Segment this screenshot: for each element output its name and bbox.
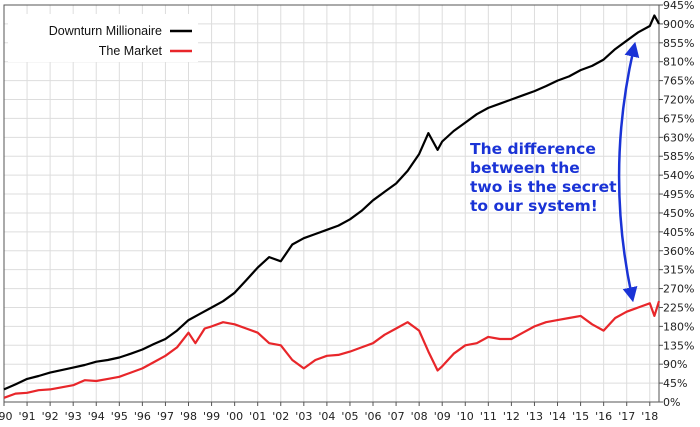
x-tick-label: '00 <box>226 410 243 423</box>
legend-label-1: The Market <box>99 44 163 58</box>
y-tick-label: 225% <box>663 301 694 314</box>
y-tick-label: 45% <box>663 377 687 390</box>
x-tick-label: '16 <box>595 410 612 423</box>
x-tick-label: '91 <box>19 410 36 423</box>
legend: Downturn Millionaire The Market <box>8 14 198 62</box>
x-axis-ticks: '90 '91 '92 '93 '94 '95 '96 '97 '98 '99 '00 '01 '02 '… <box>0 402 658 423</box>
annotation-line-3: to our system! <box>470 197 598 215</box>
x-tick-label: '92 <box>42 410 59 423</box>
x-tick-label: '09 <box>434 410 451 423</box>
legend-label-0: Downturn Millionaire <box>49 24 162 38</box>
x-tick-label: '05 <box>341 410 358 423</box>
x-tick-label: '02 <box>272 410 289 423</box>
x-tick-label: '99 <box>203 410 220 423</box>
x-tick-label: '01 <box>249 410 266 423</box>
y-tick-label: 270% <box>663 283 694 296</box>
series-line-1 <box>3 300 661 399</box>
x-tick-label: '96 <box>134 410 151 423</box>
legend-background <box>8 14 198 62</box>
x-tick-label: '13 <box>526 410 543 423</box>
x-tick-label: '17 <box>618 410 635 423</box>
x-tick-label: '04 <box>318 410 335 423</box>
y-tick-label: 540% <box>663 169 694 182</box>
y-tick-label: 450% <box>663 207 694 220</box>
x-tick-label: '18 <box>641 410 658 423</box>
y-tick-label: 405% <box>663 226 694 239</box>
y-tick-label: 180% <box>663 320 694 333</box>
annotation-line-2: two is the secret <box>470 178 617 196</box>
y-tick-label: 765% <box>663 75 694 88</box>
x-tick-label: '90 <box>0 410 13 423</box>
plot-frame <box>3 4 660 403</box>
y-tick-label: 495% <box>663 188 694 201</box>
y-tick-label: 630% <box>663 131 694 144</box>
y-tick-label: 0% <box>663 396 680 409</box>
y-tick-label: 315% <box>663 264 694 277</box>
double-arrow-icon <box>617 41 640 303</box>
y-tick-label: 585% <box>663 150 694 163</box>
x-tick-label: '93 <box>65 410 82 423</box>
y-tick-label: 90% <box>663 358 687 371</box>
y-axis-ticks: 0% 45% 90% 135% 180% 225% 270% 315% 360% 405% 450%… <box>659 0 694 409</box>
series-line-0 <box>3 14 660 391</box>
x-tick-label: '10 <box>457 410 474 423</box>
y-tick-label: 810% <box>663 56 694 69</box>
x-tick-label: '95 <box>111 410 128 423</box>
annotation-line-1: between the <box>470 159 580 177</box>
y-tick-label: 720% <box>663 94 694 107</box>
y-tick-label: 135% <box>663 339 694 352</box>
x-tick-label: '98 <box>180 410 197 423</box>
x-tick-label: '94 <box>88 410 105 423</box>
x-tick-label: '15 <box>572 410 589 423</box>
x-tick-label: '07 <box>388 410 405 423</box>
x-tick-label: '11 <box>480 410 497 423</box>
annotation-line-0: The difference <box>470 140 596 158</box>
x-tick-label: '97 <box>157 410 174 423</box>
y-tick-label: 900% <box>663 18 694 31</box>
x-tick-label: '03 <box>295 410 312 423</box>
y-tick-label: 855% <box>663 37 694 50</box>
y-tick-label: 360% <box>663 245 694 258</box>
x-tick-label: '12 <box>503 410 520 423</box>
y-tick-label: 675% <box>663 112 694 125</box>
x-tick-label: '14 <box>549 410 566 423</box>
x-tick-label: '08 <box>411 410 428 423</box>
x-tick-label: '06 <box>364 410 381 423</box>
y-tick-label: 945% <box>663 0 694 12</box>
series-lines <box>3 14 661 399</box>
